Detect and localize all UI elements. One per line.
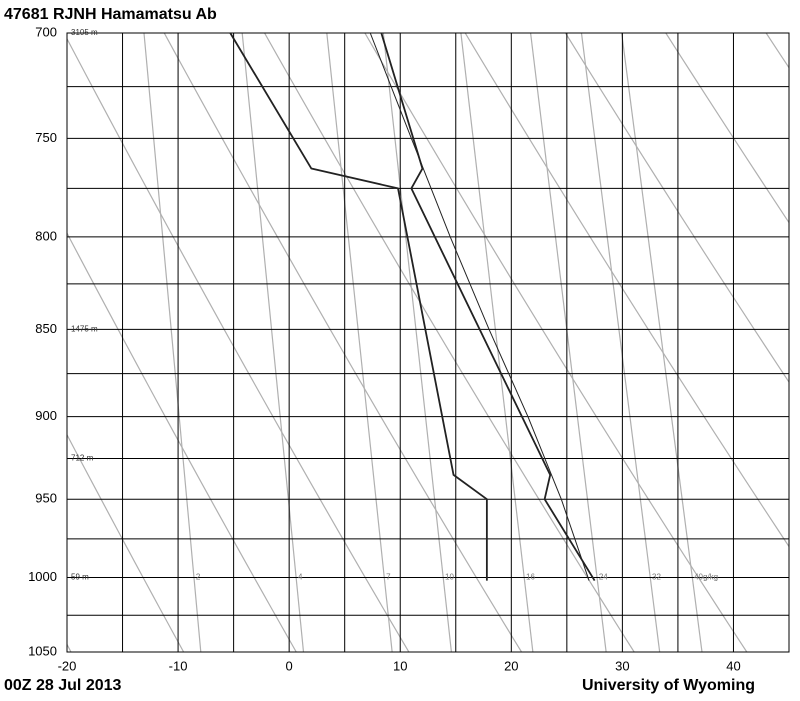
y-tick-label: 700	[35, 24, 57, 39]
x-tick-label: 0	[286, 658, 293, 673]
mixing-ratio-line	[580, 33, 661, 652]
date: 00Z 28 Jul 2013	[4, 677, 122, 694]
dry-adiabat	[665, 33, 789, 224]
mixing-ratio-line	[143, 33, 202, 652]
mixing-ratio-label: 40g/kg	[694, 573, 718, 582]
y-tick-label: 1050	[28, 643, 57, 658]
x-tick-label: 30	[615, 658, 629, 673]
mixing-ratio-label: 16	[526, 573, 535, 582]
sounding-line	[380, 33, 596, 582]
x-tick-label: 20	[504, 658, 518, 673]
mixing-ratio-label: 10	[445, 573, 454, 582]
mixing-ratio-line	[382, 33, 452, 652]
x-tick-label: -10	[169, 658, 188, 673]
sounding-line	[369, 33, 590, 581]
mixing-ratio-line	[241, 33, 305, 652]
mixing-ratio-line	[621, 33, 703, 652]
y-tick-label: 900	[35, 408, 57, 423]
sounding-line	[229, 33, 488, 581]
mixing-ratio-line	[530, 33, 607, 652]
mixing-ratio-label: 2	[196, 573, 201, 582]
height-label: 712 m	[71, 454, 94, 463]
y-tick-label: 850	[35, 321, 57, 336]
source: University of Wyoming	[582, 677, 755, 694]
height-label: 59 m	[71, 573, 89, 582]
sounding	[229, 33, 596, 582]
y-tick-label: 750	[35, 130, 57, 145]
chart-title: 47681 RJNH Hamamatsu Ab	[4, 6, 217, 23]
mixing-ratio-label: 24	[599, 573, 608, 582]
height-label: 1475 m	[71, 325, 98, 334]
mixing-ratio-label: 7	[386, 573, 391, 582]
x-tick-label: 10	[393, 658, 407, 673]
x-tick-label: 40	[726, 658, 740, 673]
y-tick-label: 800	[35, 228, 57, 243]
mixing-ratio-line	[460, 33, 534, 652]
plot-border	[66, 32, 790, 653]
x-tick-label: -20	[58, 658, 77, 673]
grid	[66, 32, 790, 653]
mixing-ratio-label: 32	[652, 573, 661, 582]
labels: 2 4 7 10 16 24 32 40g/kg-20 -10 0 10 20 30 4070075080…	[28, 24, 741, 673]
mixing-ratio-label: 4	[298, 573, 303, 582]
dry-adiabat	[67, 433, 185, 652]
y-tick-label: 1000	[28, 569, 57, 584]
height-label: 3105 m	[71, 28, 98, 37]
mixing-ratio-line	[326, 33, 393, 652]
y-tick-label: 950	[35, 491, 57, 506]
